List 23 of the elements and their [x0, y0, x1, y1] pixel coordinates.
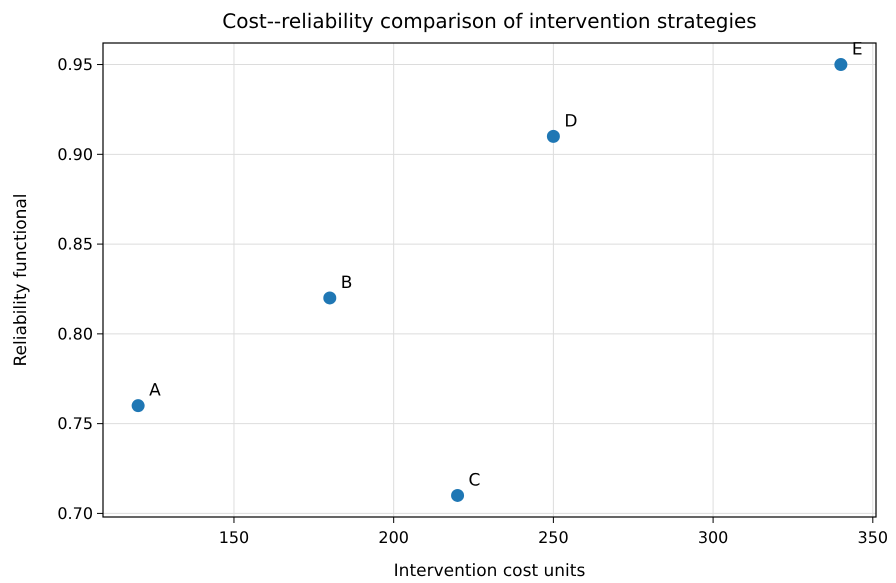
y-tick-label: 0.85 [57, 234, 93, 254]
annotation: D [564, 111, 578, 132]
y-tick-label: 0.70 [57, 504, 93, 524]
y-tick-label: 0.75 [57, 414, 93, 434]
point [451, 488, 464, 502]
point [834, 58, 848, 72]
y-tick-label: 0.90 [57, 144, 93, 164]
y-axis-title: Reliability functional [11, 193, 31, 367]
annotation: A [149, 380, 162, 401]
chart-title: Cost--reliability comparison of intervention strategies [222, 9, 757, 33]
point [323, 291, 336, 304]
point [546, 130, 560, 143]
y-tick-label: 0.95 [57, 55, 93, 74]
y-tick-label: 0.80 [57, 324, 93, 344]
annotation: B [340, 272, 352, 293]
x-axis-title: Intervention cost units [394, 561, 586, 581]
x-tick-label: 200 [378, 528, 409, 547]
point [132, 399, 145, 412]
x-tick-label: 300 [698, 528, 728, 547]
x-tick-label: 350 [858, 528, 888, 547]
x-tick-label: 150 [218, 528, 250, 547]
annotation: C [468, 470, 480, 490]
x-tick-label: 250 [538, 528, 569, 547]
